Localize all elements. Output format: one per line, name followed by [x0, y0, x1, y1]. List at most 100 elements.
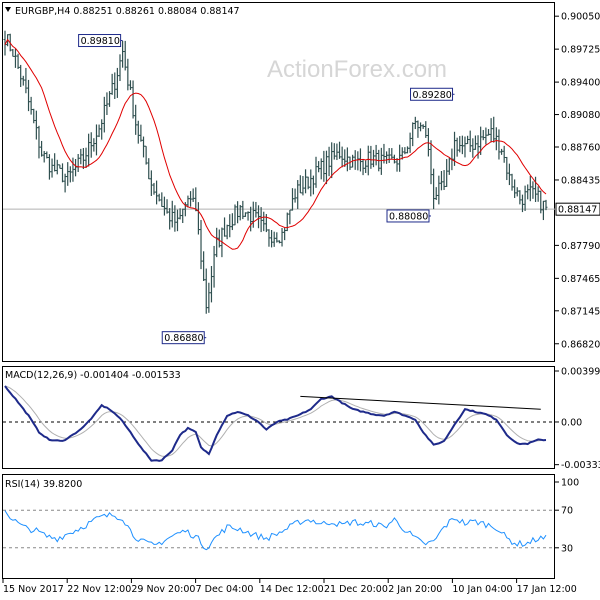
price-bar	[484, 127, 488, 145]
price-bar	[87, 133, 91, 167]
x-tick-label: 14 Dec 12:00	[260, 584, 324, 595]
price-bar	[283, 228, 287, 241]
current-price-box: 0.88147	[555, 202, 600, 216]
price-bar	[481, 130, 485, 141]
price-bar	[105, 92, 109, 116]
macd-line	[4, 385, 547, 462]
price-bar	[500, 148, 504, 155]
price-bar	[518, 190, 522, 205]
price-bar	[338, 141, 342, 159]
price-bar	[419, 122, 423, 132]
price-y-tick-label: 0.90050	[561, 12, 600, 23]
price-bar	[212, 245, 216, 288]
price-bar	[434, 187, 438, 201]
price-bar	[16, 53, 20, 70]
price-bar	[37, 125, 41, 159]
price-bar	[241, 200, 245, 220]
price-bar	[528, 175, 532, 202]
price-bar	[27, 79, 31, 112]
price-bar	[285, 212, 289, 232]
price-bar	[487, 129, 491, 136]
rsi-frame	[2, 474, 555, 579]
rsi-panel: RSI(14) 39.8200 100 70 30	[2, 474, 579, 579]
price-bar	[92, 138, 96, 152]
price-bar	[379, 147, 383, 175]
current-price-text: 0.88147	[558, 205, 597, 216]
price-bar	[204, 268, 208, 314]
price-bar	[191, 188, 195, 202]
price-panel: ActionForex.com EURGBP,H4 0.88251 0.8826…	[2, 2, 600, 362]
price-bar	[536, 186, 540, 202]
price-bar	[317, 161, 321, 173]
price-bar	[277, 240, 281, 244]
price-bar	[89, 132, 93, 158]
price-bar	[398, 144, 402, 172]
annotation-label: 0.86880	[164, 333, 203, 344]
price-bar	[408, 132, 412, 153]
price-bar	[165, 199, 169, 214]
price-bar	[332, 143, 336, 160]
x-tick-label: 2 Jan 20:00	[388, 584, 442, 595]
x-tick-label: 17 Jan 12:00	[517, 584, 577, 595]
price-y-tick-label: 0.88435	[561, 175, 600, 186]
price-bar	[432, 168, 436, 210]
price-bar	[13, 48, 17, 68]
collapse-triangle-icon[interactable]	[5, 7, 11, 12]
price-bar	[319, 158, 323, 180]
price-annotation: 0.89280	[410, 87, 455, 101]
price-bar	[238, 205, 242, 221]
price-bar	[97, 124, 101, 138]
x-tick-label: 29 Nov 20:00	[131, 584, 195, 595]
price-bar	[134, 104, 138, 135]
price-bar	[471, 138, 475, 158]
price-bar	[306, 176, 310, 190]
price-bar	[280, 228, 284, 247]
price-bar	[199, 219, 203, 270]
price-bar	[42, 150, 46, 163]
price-y-tick-label: 0.87465	[561, 274, 600, 285]
price-bar	[327, 146, 331, 177]
price-bar	[249, 206, 253, 232]
price-bar	[194, 187, 198, 212]
price-bar	[374, 144, 378, 166]
price-bar	[147, 158, 151, 180]
price-bar	[445, 159, 449, 187]
price-bar	[416, 120, 420, 138]
price-bar	[168, 208, 172, 230]
price-y-tick-label: 0.89400	[561, 78, 600, 89]
price-bar	[66, 162, 70, 186]
price-bar	[311, 175, 315, 195]
price-bar	[288, 209, 292, 225]
price-bar	[202, 251, 206, 281]
price-bar	[463, 136, 467, 158]
price-bar	[113, 72, 117, 100]
annotation-label: 0.89810	[81, 36, 120, 47]
macd-signal-line	[4, 385, 547, 457]
price-bar	[330, 142, 334, 179]
price-bar	[424, 121, 428, 138]
price-bar	[405, 146, 409, 154]
macd-trendline	[300, 395, 541, 410]
price-bar	[121, 40, 125, 68]
price-bar	[178, 208, 182, 220]
price-bar	[345, 147, 349, 172]
price-bar	[123, 40, 127, 71]
annotation-box	[386, 209, 430, 223]
price-y-tick-label: 0.87145	[561, 306, 600, 317]
annotation-label: 0.88080	[389, 211, 428, 222]
price-bar	[259, 207, 263, 233]
price-bar	[34, 110, 38, 140]
price-bar	[356, 151, 360, 171]
price-bar	[118, 54, 122, 82]
price-bar	[505, 156, 509, 181]
price-y-axis: 0.90050 0.89725 0.89400 0.89080 0.88760 0.884…	[555, 12, 600, 350]
price-bar	[60, 163, 64, 183]
price-bar	[437, 175, 441, 205]
price-bar	[100, 119, 104, 140]
price-bar	[63, 173, 67, 193]
annotation-box	[410, 87, 454, 101]
price-bar	[513, 179, 517, 199]
macd-y-tick-label: -0.003339	[561, 460, 600, 471]
price-bar	[340, 146, 344, 168]
